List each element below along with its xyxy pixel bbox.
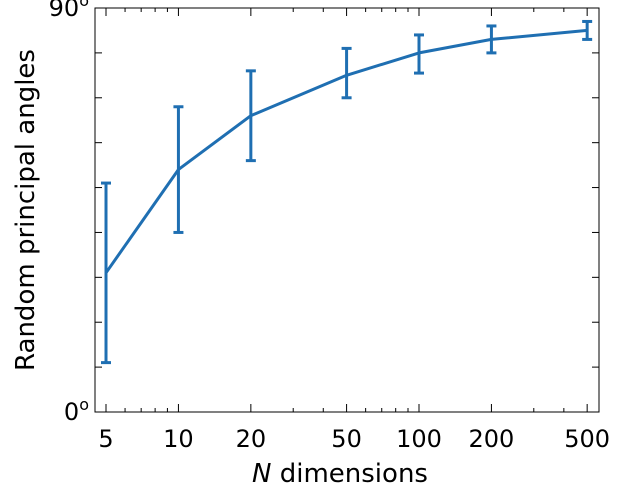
y-tick-label-degree: o — [79, 0, 89, 10]
x-tick-label: 10 — [163, 425, 194, 453]
x-axis-label: N dimensions — [252, 459, 428, 488]
x-axis-label-italic: N — [252, 459, 271, 488]
y-tick-label-value: 0 — [64, 398, 79, 426]
y-tick-label-degree: o — [79, 395, 89, 414]
y-tick-label: 90o — [49, 0, 89, 22]
x-tick-label: 20 — [236, 425, 267, 453]
y-axis-label: Random principal angles — [11, 49, 41, 371]
x-tick-label: 50 — [331, 425, 362, 453]
x-axis-label-rest: dimensions — [271, 459, 428, 488]
series-layer — [101, 19, 593, 365]
y-tick-label-value: 90 — [49, 0, 80, 22]
x-tick-label: 100 — [396, 425, 442, 453]
y-tick-label: 0o — [64, 395, 89, 426]
axis-ticks — [95, 7, 599, 413]
x-tick-labels: 5 10 20 50 100 200 500 — [98, 425, 610, 453]
x-tick-label: 200 — [469, 425, 515, 453]
x-tick-label: 500 — [564, 425, 610, 453]
x-tick-label: 5 — [98, 425, 113, 453]
